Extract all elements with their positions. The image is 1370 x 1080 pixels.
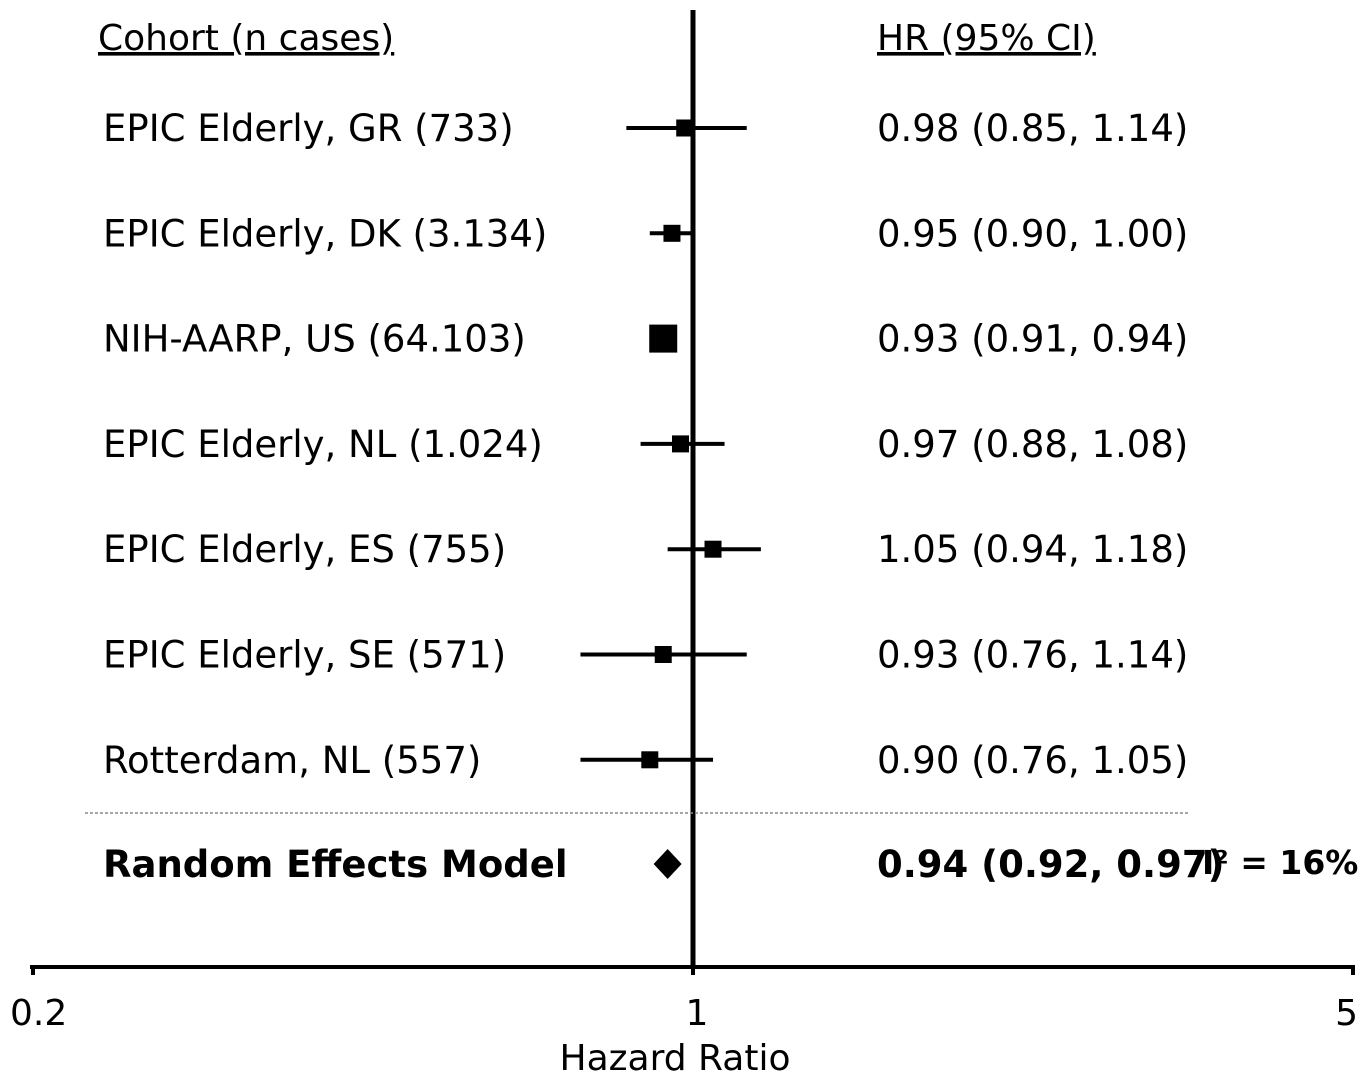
study-label: EPIC Elderly, SE (571)	[103, 634, 506, 677]
study-label: EPIC Elderly, DK (3.134)	[103, 212, 547, 255]
hr-marker	[676, 119, 694, 137]
study-label: EPIC Elderly, ES (755)	[103, 528, 506, 571]
hr-ci-value: 0.93 (0.91, 0.94)	[877, 318, 1188, 361]
heterogeneity-stat: I² = 16%	[1202, 843, 1358, 882]
hr-marker	[649, 324, 678, 353]
hr-marker	[654, 646, 672, 663]
summary-row: Random Effects Model 0.94 (0.92, 0.97)I² …	[103, 843, 1358, 886]
study-label: Rotterdam, NL (557)	[103, 739, 481, 782]
hr-ci-value: 1.05 (0.94, 1.18)	[877, 528, 1188, 571]
x-tick-label: 0.2	[10, 993, 67, 1034]
hr-ci-value: 0.97 (0.88, 1.08)	[877, 423, 1188, 466]
hr-marker	[672, 435, 690, 453]
x-tick-label: 5	[1335, 993, 1358, 1034]
x-axis-label: Hazard Ratio	[560, 1038, 791, 1079]
study-label: NIH-AARP, US (64.103)	[103, 318, 526, 361]
summary-diamond	[653, 849, 682, 879]
hr-ci-value: 0.95 (0.90, 1.00)	[877, 212, 1188, 255]
hr-ci-value: 0.98 (0.85, 1.14)	[877, 107, 1188, 150]
cohort-header: Cohort (n cases)	[98, 18, 394, 59]
hr-marker	[704, 540, 722, 558]
hr-ci-value: 0.90 (0.76, 1.05)	[877, 739, 1188, 782]
study-rows: EPIC Elderly, GR (733) 0.98 (0.85, 1.14) E…	[103, 107, 1188, 782]
hr-marker	[663, 224, 681, 242]
study-label: EPIC Elderly, NL (1.024)	[103, 423, 543, 466]
summary-label: Random Effects Model	[103, 843, 568, 886]
study-label: EPIC Elderly, GR (733)	[103, 107, 514, 150]
x-axis-ticks: 0.2 1 5	[10, 967, 1358, 1034]
hr-ci-header: HR (95% CI)	[877, 18, 1096, 59]
hr-marker	[641, 751, 659, 769]
x-tick-label: 1	[686, 993, 709, 1034]
hr-ci-value: 0.93 (0.76, 1.14)	[877, 634, 1188, 677]
summary-hr-ci-value: 0.94 (0.92, 0.97)	[877, 843, 1225, 886]
